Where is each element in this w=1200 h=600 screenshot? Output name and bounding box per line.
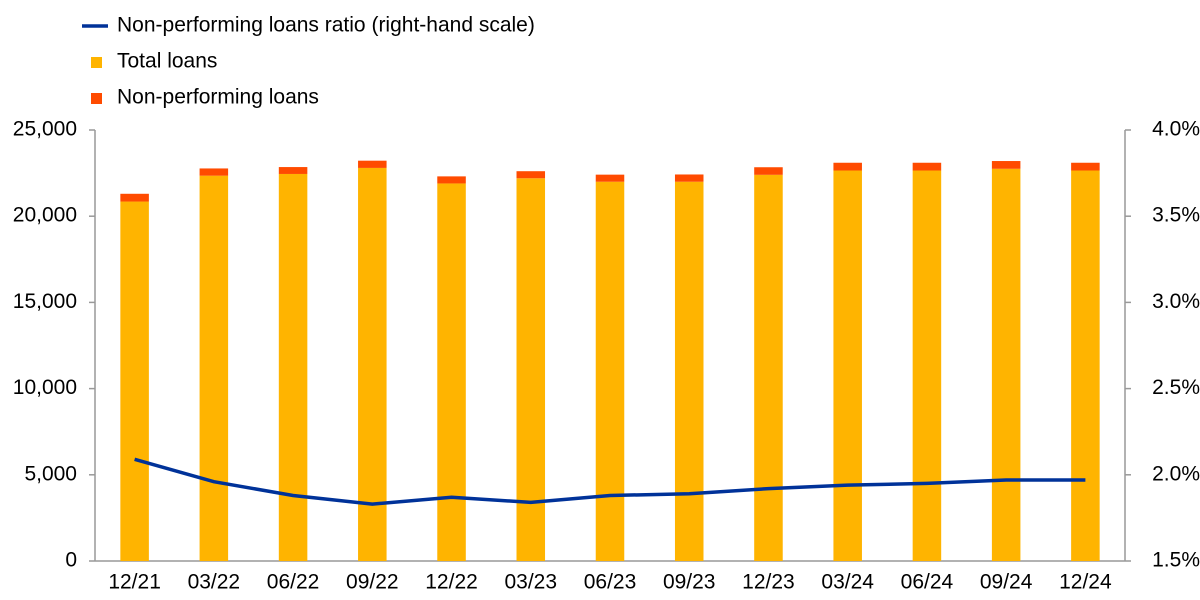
bar-segment: [358, 167, 387, 562]
y2-tick-label: 4.0%: [1152, 118, 1200, 141]
x-tick-label: 03/23: [504, 571, 557, 594]
bar-segment: [754, 167, 783, 175]
bar-segment: [991, 168, 1021, 562]
legend-label: Non-performing loans ratio (right-hand s…: [117, 14, 535, 37]
legend-swatch: [91, 57, 102, 68]
y-tick-label: 0: [65, 549, 77, 572]
bar-segment: [991, 161, 1021, 169]
bar-segment: [278, 173, 308, 561]
bar-segment: [120, 193, 149, 202]
bar-segment: [1071, 170, 1100, 561]
y2-tick-label: 3.0%: [1152, 290, 1200, 313]
bar-segment: [199, 168, 229, 176]
y-tick-label: 25,000: [13, 118, 77, 141]
x-tick-label: 09/24: [980, 571, 1033, 594]
x-tick-label: 03/24: [821, 571, 874, 594]
y2-tick-label: 3.5%: [1152, 204, 1200, 227]
bar-segment: [912, 162, 942, 171]
bar-segment: [754, 174, 783, 561]
bar-segment: [437, 183, 466, 561]
line-series: [134, 457, 1086, 506]
x-tick-label: 12/22: [425, 571, 478, 594]
x-tick-label: 09/23: [663, 571, 716, 594]
bar-segment: [516, 178, 546, 561]
y2-tick-label: 2.5%: [1152, 376, 1200, 399]
bar-segment: [595, 181, 625, 561]
bar-segment: [516, 171, 546, 179]
bar-segment: [674, 181, 704, 561]
legend-label: Non-performing loans: [117, 86, 319, 109]
legend-label: Total loans: [117, 50, 217, 73]
x-tick-label: 12/24: [1059, 571, 1112, 594]
bar-segment: [278, 167, 308, 174]
x-tick-label: 12/23: [742, 571, 795, 594]
x-tick-label: 09/22: [346, 571, 399, 594]
y2-tick-label: 2.0%: [1152, 462, 1200, 485]
x-tick-label: 06/22: [267, 571, 320, 594]
bar-segment: [120, 201, 149, 561]
bar-segment: [595, 174, 625, 182]
bar-segment: [199, 175, 229, 561]
legend-swatch: [91, 93, 102, 104]
y-tick-label: 5,000: [24, 462, 77, 485]
y-tick-label: 10,000: [13, 376, 77, 399]
x-tick-label: 06/23: [584, 571, 637, 594]
x-tick-label: 06/24: [901, 571, 954, 594]
y-tick-label: 15,000: [13, 290, 77, 313]
bar-segment: [912, 170, 942, 561]
y2-tick-label: 1.5%: [1152, 549, 1200, 572]
bar-segment: [833, 162, 862, 171]
x-tick-label: 03/22: [188, 571, 241, 594]
x-tick-label: 12/21: [108, 571, 161, 594]
bar-segment: [437, 176, 466, 184]
bar-segment: [1071, 162, 1100, 171]
y-tick-label: 20,000: [13, 204, 77, 227]
bar-segment: [833, 170, 862, 561]
bar-segment: [674, 174, 704, 182]
bar-segment: [358, 160, 387, 168]
